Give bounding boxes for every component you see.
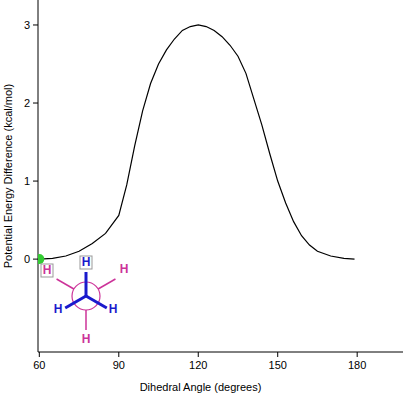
y-tick xyxy=(33,259,38,260)
front-atom-label: H xyxy=(82,255,91,269)
atom-box xyxy=(41,264,53,277)
x-tick xyxy=(357,352,358,357)
y-tick-label: 3 xyxy=(24,19,30,31)
plot-area xyxy=(38,25,355,264)
y-axis-title: Potential Energy Difference (kcal/mol) xyxy=(2,84,14,268)
x-tick xyxy=(277,352,278,357)
back-atom-label: H xyxy=(82,332,91,346)
y-tick-label: 2 xyxy=(24,97,30,109)
back-bond xyxy=(85,310,87,330)
front-atom-label: H xyxy=(109,302,118,316)
y-tick xyxy=(33,24,38,25)
x-tick-label: 90 xyxy=(113,359,125,371)
y-axis xyxy=(38,0,39,352)
x-axis-title: Dihedral Angle (degrees) xyxy=(140,381,262,393)
back-atom-label: H xyxy=(43,263,52,277)
back-bond xyxy=(57,279,74,289)
x-tick xyxy=(118,352,119,357)
y-tick-label: 0 xyxy=(24,253,30,265)
x-tick xyxy=(39,352,40,357)
back-atom-label: H xyxy=(120,262,129,276)
newman-projection: H H H H H H xyxy=(41,255,128,346)
y-tick-label: 1 xyxy=(24,175,30,187)
y-tick xyxy=(33,181,38,182)
back-bond xyxy=(98,279,115,289)
x-tick-label: 60 xyxy=(33,359,45,371)
x-tick-label: 120 xyxy=(189,359,207,371)
x-axis xyxy=(38,352,403,353)
atom-box xyxy=(80,256,92,269)
x-tick-label: 150 xyxy=(269,359,287,371)
x-tick-label: 180 xyxy=(348,359,366,371)
front-bond xyxy=(85,272,88,296)
front-bond xyxy=(65,296,86,308)
chart: 0 1 2 3 60 90 120 150 180 Dihedral Angle (degrees… xyxy=(0,0,403,397)
x-tick xyxy=(198,352,199,357)
front-bond xyxy=(86,296,107,308)
front-atom-label: H xyxy=(54,302,63,316)
y-tick xyxy=(33,103,38,104)
energy-line xyxy=(39,25,354,259)
